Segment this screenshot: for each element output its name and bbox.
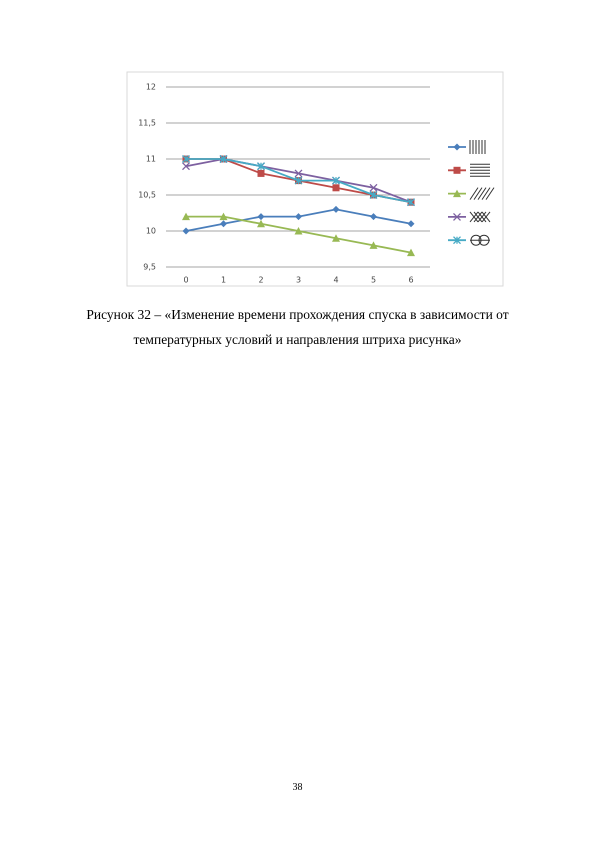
- marker: [332, 234, 340, 242]
- legend-pattern: [470, 163, 490, 177]
- marker: [182, 162, 190, 171]
- caption-line: температурных условий и направления штри…: [133, 332, 462, 347]
- legend-pattern: [470, 234, 490, 246]
- marker: [257, 169, 265, 177]
- pattern-line: [485, 187, 495, 200]
- y-tick-label: 11: [146, 155, 156, 164]
- marker: [294, 169, 303, 178]
- marker: [257, 162, 265, 171]
- y-tick-label: 10,5: [138, 191, 156, 200]
- marker: [369, 191, 378, 199]
- legend-pattern: [469, 211, 491, 223]
- marker: [257, 219, 265, 228]
- pattern-line: [473, 187, 483, 200]
- pattern-line: [481, 211, 491, 223]
- y-tick-label: 12: [146, 83, 156, 92]
- marker: [182, 227, 190, 235]
- marker: [453, 189, 461, 198]
- legend-marker: [453, 212, 461, 221]
- marker: [453, 236, 461, 245]
- pattern-line: [473, 211, 483, 223]
- x-tick-label: 6: [408, 276, 413, 285]
- marker: [257, 213, 265, 221]
- y-tick-label: 11,5: [138, 119, 156, 128]
- marker: [453, 143, 461, 151]
- legend-pattern: [469, 140, 486, 154]
- marker: [332, 184, 340, 192]
- marker: [294, 227, 303, 235]
- caption-line: Рисунок 32 – «Изменение времени прохожде…: [86, 307, 509, 322]
- marker: [370, 213, 377, 221]
- marker: [332, 205, 340, 213]
- marker: [369, 183, 378, 192]
- x-tick-label: 2: [258, 276, 263, 285]
- marker: [407, 198, 415, 207]
- marker: [182, 212, 190, 221]
- marker: [182, 155, 190, 163]
- legend-marker: [453, 143, 461, 151]
- marker: [294, 176, 303, 185]
- legend-marker: [453, 166, 461, 174]
- pattern-line: [481, 187, 491, 200]
- marker: [369, 241, 378, 249]
- marker: [332, 176, 340, 185]
- y-tick-label: 9,5: [143, 263, 156, 272]
- x-tick-label: 3: [296, 276, 301, 285]
- x-tick-label: 4: [333, 276, 338, 285]
- chart-frame: [126, 71, 504, 287]
- marker: [453, 166, 461, 174]
- pattern-line: [469, 187, 479, 200]
- pattern-line: [477, 187, 487, 200]
- legend-pattern: [469, 187, 495, 200]
- page-number: 38: [292, 782, 303, 793]
- pattern-line: [469, 211, 479, 223]
- marker: [219, 155, 228, 163]
- legend-marker: [453, 189, 461, 198]
- x-tick-label: 5: [371, 276, 376, 285]
- pattern-line: [477, 211, 487, 223]
- marker: [407, 220, 415, 228]
- legend-marker: [453, 236, 461, 245]
- marker: [453, 212, 461, 221]
- x-tick-label: 0: [183, 276, 188, 285]
- marker: [407, 248, 415, 257]
- x-tick-label: 1: [221, 276, 226, 285]
- marker: [219, 212, 228, 221]
- marker: [220, 220, 227, 228]
- y-tick-label: 10: [146, 227, 156, 236]
- marker: [295, 213, 302, 221]
